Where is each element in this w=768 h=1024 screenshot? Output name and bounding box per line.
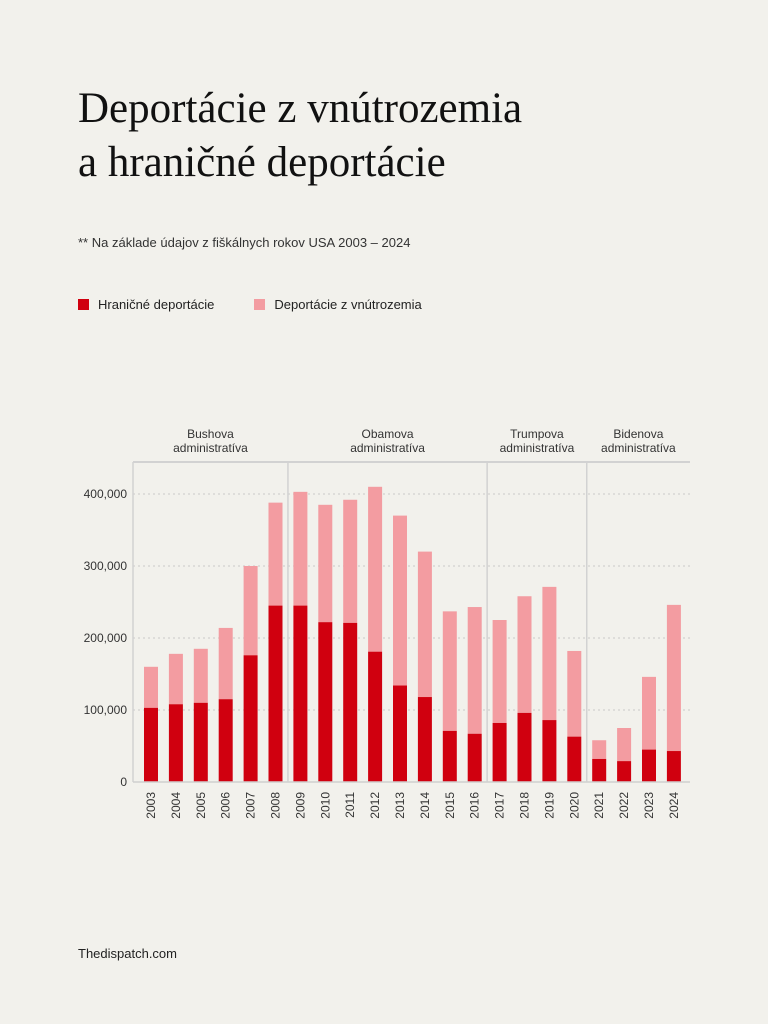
x-tick-label: 2016: [468, 792, 482, 819]
legend-item-interior: Deportácie z vnútrozemia: [254, 297, 422, 312]
administration-label-line1: Obamova: [362, 427, 414, 441]
bar-interior-2004: [168, 653, 183, 705]
bar-interior-2023: [642, 676, 656, 750]
bar-border-2009: [293, 605, 308, 782]
x-tick-label: 2021: [592, 792, 606, 819]
x-tick-label: 2019: [542, 792, 556, 819]
bar-border-2011: [343, 622, 358, 782]
bar-border-2020: [567, 736, 582, 782]
y-tick-label: 300,000: [84, 559, 128, 573]
x-tick-label: 2003: [144, 792, 158, 819]
source: Thedispatch.com: [78, 946, 177, 961]
bar-border-2010: [318, 622, 333, 782]
bar-border-2014: [417, 697, 432, 782]
bar-interior-2017: [492, 619, 507, 723]
bar-interior-2005: [193, 648, 208, 703]
x-tick-label: 2006: [219, 792, 233, 819]
y-tick-label: 200,000: [84, 631, 128, 645]
legend: Hraničné deportácie Deportácie z vnútroz…: [78, 297, 422, 312]
legend-label-interior: Deportácie z vnútrozemia: [274, 297, 422, 312]
bar-interior-2010: [318, 504, 333, 623]
title-line-2: a hraničné deportácie: [78, 139, 446, 186]
bar-interior-2024: [666, 604, 681, 752]
x-tick-label: 2004: [169, 792, 183, 819]
bar-border-2013: [393, 685, 407, 782]
bar-interior-2012: [368, 486, 383, 652]
bar-interior-2019: [542, 586, 557, 721]
x-tick-label: 2012: [368, 792, 382, 819]
x-tick-label: 2014: [418, 792, 432, 819]
bar-interior-2014: [417, 551, 432, 698]
administration-label-line1: Trumpova: [510, 427, 564, 441]
bar-interior-2020: [567, 650, 582, 737]
x-tick-label: 2020: [567, 792, 581, 819]
x-tick-label: 2013: [393, 792, 407, 819]
administration-label-line2: administratíva: [173, 441, 248, 455]
x-tick-label: 2008: [269, 792, 283, 819]
bar-interior-2018: [517, 596, 532, 713]
title-line-1: Deportácie z vnútrozemia: [78, 85, 523, 132]
bar-border-2024: [666, 751, 681, 782]
y-tick-label: 0: [120, 775, 127, 789]
bar-border-2022: [617, 761, 632, 782]
x-tick-label: 2010: [318, 792, 332, 819]
bar-border-2005: [193, 702, 208, 782]
legend-swatch-border: [78, 299, 89, 310]
chart-title: Deportácie z vnútrozemia a hraničné depor…: [78, 82, 522, 190]
y-tick-label: 100,000: [84, 703, 128, 717]
bar-border-2016: [467, 733, 482, 782]
legend-swatch-interior: [254, 299, 266, 310]
bar-border-2012: [368, 651, 383, 782]
bar-interior-2006: [218, 627, 233, 700]
bar-interior-2021: [592, 740, 607, 759]
bar-border-2018: [517, 712, 532, 782]
legend-label-border: Hraničné deportácie: [98, 297, 215, 312]
administration-label-line1: Bidenova: [613, 427, 663, 441]
subtitle: ** Na základe údajov z fiškálnych rokov …: [78, 235, 411, 250]
bar-border-2006: [218, 699, 233, 782]
x-tick-label: 2005: [194, 792, 208, 819]
bar-interior-2008: [268, 502, 283, 606]
bar-interior-2015: [442, 611, 457, 731]
legend-item-border: Hraničné deportácie: [78, 297, 214, 312]
bar-interior-2022: [617, 727, 632, 762]
x-tick-label: 2017: [493, 792, 507, 819]
bar-border-2015: [442, 730, 457, 782]
administration-label-line1: Bushova: [187, 427, 234, 441]
x-tick-label: 2009: [293, 792, 307, 819]
bar-border-2008: [268, 605, 283, 782]
bar-interior-2003: [144, 666, 158, 708]
bar-interior-2007: [243, 565, 258, 656]
bar-border-2019: [542, 720, 557, 782]
bar-border-2004: [168, 704, 183, 782]
x-tick-label: 2022: [617, 792, 631, 819]
x-tick-label: 2024: [667, 792, 681, 819]
bar-border-2007: [243, 655, 258, 782]
bar-interior-2016: [467, 607, 482, 734]
bar-border-2017: [492, 722, 507, 782]
bar-interior-2011: [343, 499, 358, 623]
bar-border-2023: [642, 749, 656, 782]
administration-label-line2: administratíva: [500, 441, 575, 455]
x-tick-label: 2018: [518, 792, 532, 819]
bar-border-2003: [144, 707, 158, 782]
bar-interior-2013: [393, 515, 407, 686]
administration-label-line2: administratíva: [601, 441, 676, 455]
bar-interior-2009: [293, 491, 308, 606]
y-tick-label: 400,000: [84, 487, 128, 501]
x-tick-label: 2023: [642, 792, 656, 819]
x-tick-label: 2011: [343, 792, 357, 818]
x-tick-label: 2015: [443, 792, 457, 819]
x-tick-label: 2007: [244, 792, 258, 819]
bar-border-2021: [592, 758, 607, 782]
administration-label-line2: administratíva: [350, 441, 425, 455]
